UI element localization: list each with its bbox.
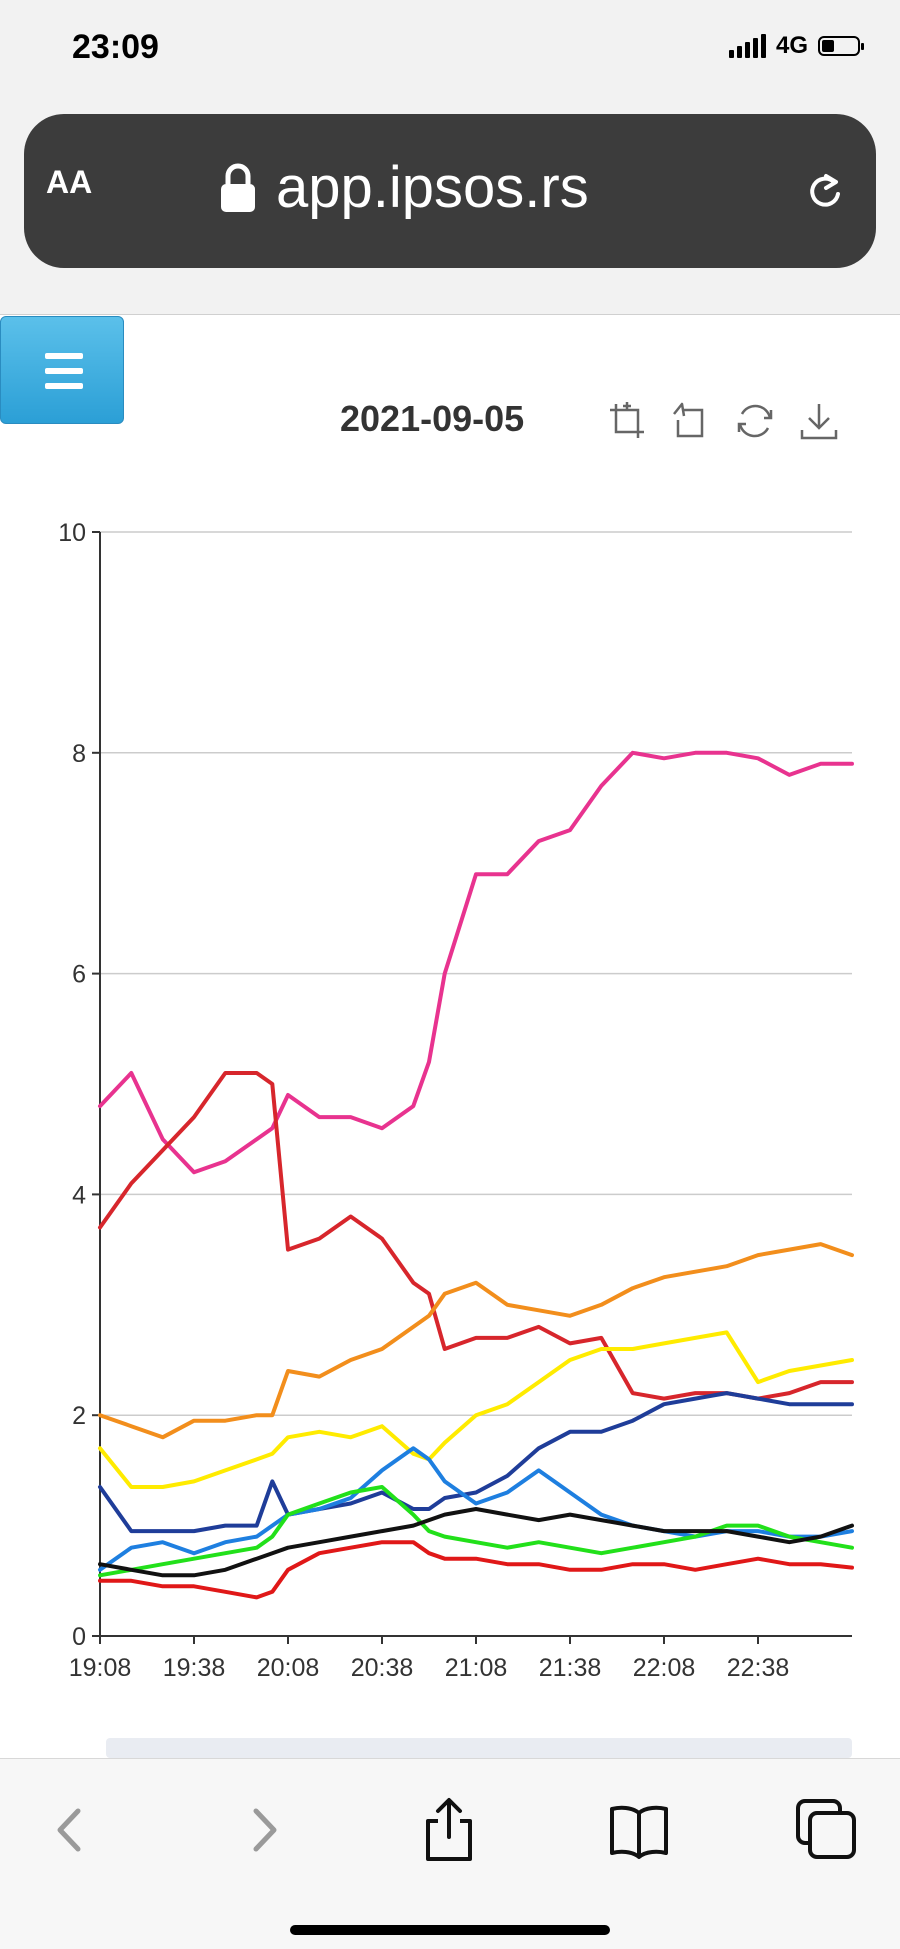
- y-tick-label: 10: [58, 519, 86, 547]
- series-line-black: [98, 1507, 854, 1578]
- text-size-button[interactable]: AA: [46, 164, 92, 201]
- hamburger-icon-bar: [45, 368, 83, 374]
- menu-button[interactable]: [0, 316, 124, 424]
- x-tick-label: 21:38: [539, 1654, 602, 1682]
- y-tick-label: 8: [72, 740, 86, 768]
- network-type: 4G: [775, 32, 808, 59]
- y-tick-label: 2: [72, 1402, 86, 1430]
- address-bar[interactable]: AA app.ipsos.rs: [24, 114, 876, 268]
- series-line-yellow: [98, 1330, 854, 1489]
- text-size-label: AA: [46, 164, 93, 200]
- hamburger-icon-bar: [45, 353, 83, 359]
- data-zoom-icon[interactable]: [606, 400, 648, 442]
- x-tick-label: 19:38: [163, 1654, 226, 1682]
- lock-icon: [221, 163, 255, 212]
- zoom-reset-icon[interactable]: [670, 400, 712, 442]
- reload-icon[interactable]: [804, 168, 846, 214]
- browser-toolbar: AA app.ipsos.rs: [0, 100, 900, 315]
- line-chart: 0 2 4 6 8 10 19:08 19:38 20:08 20:38 21:08 21:38 22:…: [58, 519, 854, 1682]
- chart-axes: [92, 531, 852, 1644]
- signal-strength-icon: [728, 34, 766, 58]
- tabs-icon[interactable]: [792, 1795, 862, 1865]
- series-line-pink: [98, 750, 854, 1175]
- url-text: app.ipsos.rs: [276, 155, 589, 220]
- chart-tick-labels: 0 2 4 6 8 10 19:08 19:38 20:08 20:38 21:08 21:38 22:…: [58, 519, 789, 1682]
- status-bar: 23:09 4G: [0, 0, 900, 100]
- x-tick-label: 19:08: [69, 1654, 132, 1682]
- series-line-navy: [98, 1391, 854, 1534]
- url-display[interactable]: app.ipsos.rs: [218, 154, 589, 221]
- chart-series: [98, 750, 854, 1600]
- chevron-left-icon[interactable]: [36, 1795, 106, 1865]
- browser-bottom-toolbar: [0, 1758, 900, 1949]
- book-icon[interactable]: [604, 1795, 674, 1865]
- battery-icon: [818, 36, 864, 56]
- series-line-dark-red: [98, 1540, 854, 1600]
- y-tick-label: 0: [72, 1623, 86, 1651]
- chart-title: 2021-09-05: [340, 398, 525, 439]
- home-indicator: [290, 1925, 610, 1935]
- download-icon[interactable]: [798, 400, 840, 442]
- chart-toolbox: [606, 400, 840, 442]
- refresh-icon[interactable]: [734, 400, 776, 442]
- y-tick-label: 4: [72, 1181, 86, 1209]
- x-tick-label: 20:08: [257, 1654, 320, 1682]
- y-tick-label: 6: [72, 961, 86, 989]
- x-tick-label: 21:08: [445, 1654, 508, 1682]
- x-tick-label: 22:08: [633, 1654, 696, 1682]
- next-chart-panel: [106, 1738, 852, 1758]
- hamburger-icon-bar: [45, 383, 83, 389]
- x-tick-label: 20:38: [351, 1654, 414, 1682]
- series-line-orange: [98, 1242, 854, 1440]
- status-time: 23:09: [72, 28, 159, 66]
- chevron-right-icon[interactable]: [228, 1795, 298, 1865]
- x-tick-label: 22:38: [727, 1654, 790, 1682]
- share-icon[interactable]: [414, 1795, 484, 1865]
- status-indicators: 4G: [728, 32, 864, 60]
